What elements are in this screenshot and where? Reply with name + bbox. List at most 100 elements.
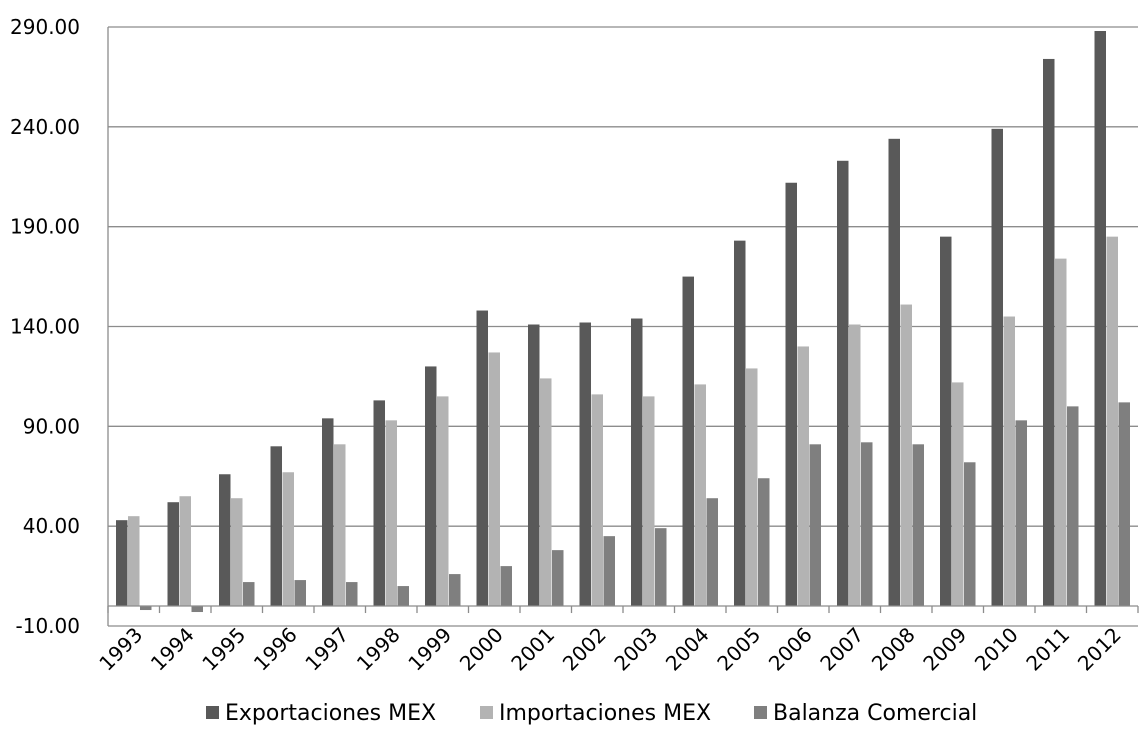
bar xyxy=(219,474,231,607)
bar xyxy=(500,566,512,607)
y-tick-label: 190.00 xyxy=(10,215,80,239)
bar xyxy=(231,498,243,607)
y-tick-label: 290.00 xyxy=(10,15,80,39)
y-tick-label: 40.00 xyxy=(23,514,80,538)
x-tick-label: 2006 xyxy=(764,623,817,676)
bar xyxy=(322,418,334,607)
bar xyxy=(682,276,694,607)
bar xyxy=(861,442,873,607)
bar xyxy=(991,128,1003,607)
bar xyxy=(437,396,449,607)
y-tick-label: 90.00 xyxy=(23,414,80,438)
legend-swatch xyxy=(480,706,493,719)
bar xyxy=(528,324,540,607)
legend-label: Exportaciones MEX xyxy=(225,701,436,726)
x-tick-label: 2010 xyxy=(970,623,1023,676)
x-tick-label: 1997 xyxy=(300,623,353,676)
x-tick-label: 2002 xyxy=(558,623,611,676)
bar xyxy=(1067,406,1079,607)
bar xyxy=(734,240,746,607)
bar xyxy=(631,318,643,607)
bar xyxy=(655,528,667,607)
bar xyxy=(425,366,437,607)
x-tick-label: 2000 xyxy=(455,623,508,676)
bar xyxy=(128,516,140,607)
bar xyxy=(346,582,358,607)
y-tick-label: 240.00 xyxy=(10,115,80,139)
bar xyxy=(758,478,770,607)
legend-swatch xyxy=(754,706,767,719)
x-tick-label: 2001 xyxy=(506,623,559,676)
bar xyxy=(746,368,758,607)
x-tick-label: 1998 xyxy=(352,623,405,676)
bar xyxy=(900,304,912,607)
x-tick-label: 1995 xyxy=(197,623,250,676)
bar xyxy=(603,536,615,607)
bar xyxy=(243,582,255,607)
x-axis-tick-labels: 1993199419951996199719981999200020012002… xyxy=(94,623,1125,676)
bar xyxy=(191,606,203,613)
bar xyxy=(837,160,849,607)
bar xyxy=(282,472,294,607)
bar xyxy=(785,182,797,607)
bar xyxy=(449,574,461,607)
bar xyxy=(694,384,706,607)
bar xyxy=(888,138,900,607)
bar xyxy=(952,382,964,607)
bar xyxy=(849,324,861,607)
bar xyxy=(373,400,385,607)
legend-swatch xyxy=(206,706,219,719)
bars xyxy=(116,30,1130,613)
y-axis-tick-labels: -10.00 40.00 90.00 140.00 190.00 240.00 290.00 xyxy=(10,15,80,638)
x-tick-label: 2004 xyxy=(661,623,714,676)
x-tick-label: 2005 xyxy=(712,623,765,676)
bar xyxy=(1118,402,1130,607)
bar xyxy=(940,236,952,607)
bar xyxy=(179,496,191,607)
x-tick-label: 2003 xyxy=(609,623,662,676)
x-tick-label: 1996 xyxy=(249,623,302,676)
y-tick-label: 140.00 xyxy=(10,315,80,339)
bar xyxy=(488,352,500,607)
bar xyxy=(397,586,409,607)
bar xyxy=(1043,58,1055,607)
legend-item: Exportaciones MEX xyxy=(206,701,436,726)
legend: Exportaciones MEX Importaciones MEX Balanz… xyxy=(206,701,977,726)
y-tick-label: -10.00 xyxy=(16,614,80,638)
x-axis xyxy=(107,27,1139,626)
bar xyxy=(270,446,282,607)
bar xyxy=(540,378,552,607)
bar xyxy=(579,322,591,607)
x-tick-label: 1993 xyxy=(94,623,147,676)
bar xyxy=(1015,420,1027,607)
bar xyxy=(476,310,488,607)
bar xyxy=(116,520,128,607)
bar xyxy=(797,346,809,607)
gridlines xyxy=(108,26,1138,627)
bar xyxy=(964,462,976,607)
x-tick-label: 2009 xyxy=(918,623,971,676)
bar xyxy=(1055,258,1067,607)
legend-label: Balanza Comercial xyxy=(773,701,977,726)
x-tick-label: 2011 xyxy=(1021,623,1074,676)
x-tick-label: 1994 xyxy=(146,623,199,676)
bar xyxy=(552,550,564,607)
legend-item: Importaciones MEX xyxy=(480,701,711,726)
bar xyxy=(167,502,179,607)
x-tick-label: 1999 xyxy=(403,623,456,676)
x-tick-label: 2008 xyxy=(867,623,920,676)
bar xyxy=(1106,236,1118,607)
bar xyxy=(385,420,397,607)
bar xyxy=(334,444,346,607)
legend-item: Balanza Comercial xyxy=(754,701,977,726)
bar xyxy=(294,580,306,607)
bar xyxy=(1094,30,1106,607)
bar xyxy=(591,394,603,607)
legend-label: Importaciones MEX xyxy=(499,701,711,726)
bar xyxy=(809,444,821,607)
x-tick-label: 2012 xyxy=(1073,623,1126,676)
bar xyxy=(140,606,152,611)
bar xyxy=(1003,316,1015,607)
bar xyxy=(643,396,655,607)
